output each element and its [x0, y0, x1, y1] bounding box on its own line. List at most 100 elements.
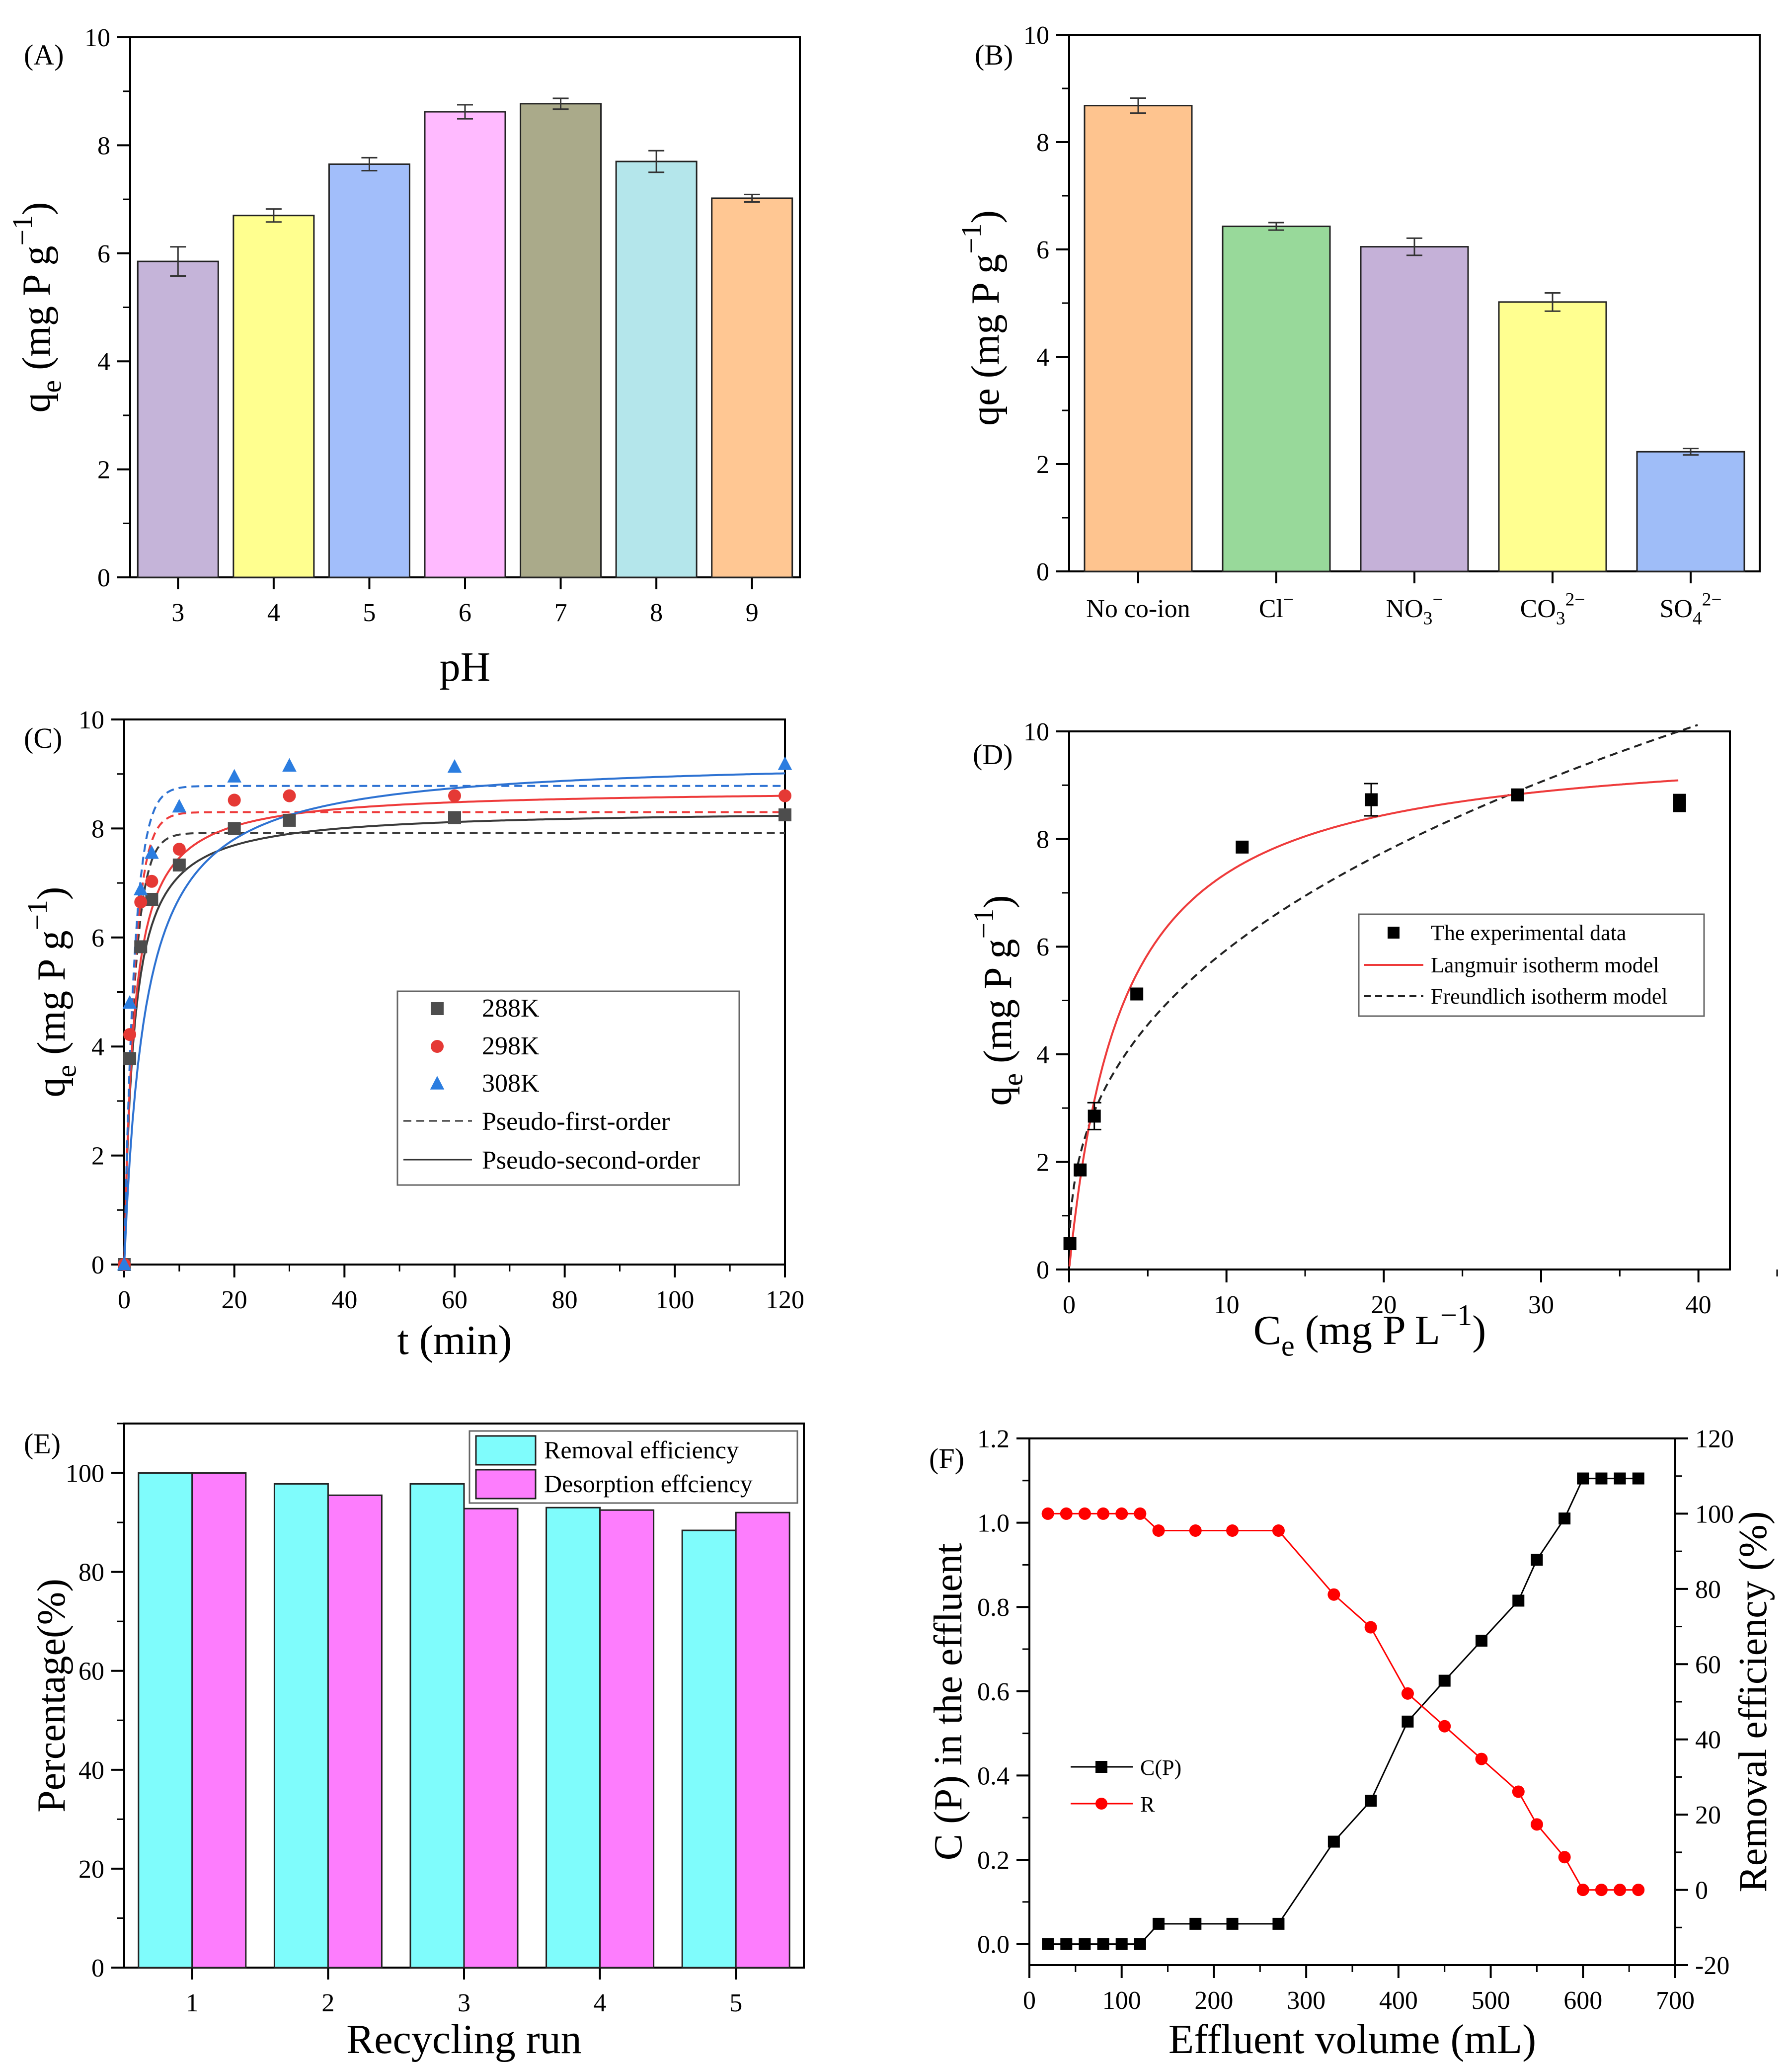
legend-marker: [1095, 1798, 1107, 1810]
y-tick-label: 4: [1036, 343, 1049, 372]
y-tick-label: 0: [91, 1954, 104, 1983]
x-tick-label: 4: [267, 599, 280, 627]
y-right-tick-label: 0: [1695, 1877, 1708, 1905]
x-axis-label-part: C: [1253, 1307, 1281, 1353]
r-point: [1134, 1507, 1147, 1520]
bar: [328, 163, 410, 578]
data-point: [778, 756, 792, 770]
r-point: [1438, 1720, 1451, 1733]
bar: [1084, 105, 1193, 572]
panel-a: (A) 0 2 4 6 8 10 3 4 5 6 7 8 9 pH qe​ (mg P g−1​): [7, 24, 801, 690]
y-tick-label: 10: [1023, 21, 1049, 50]
cp-point: [1595, 1472, 1608, 1485]
cp-point: [1558, 1512, 1571, 1525]
r-point: [1041, 1507, 1054, 1520]
r-line: [1048, 1512, 1638, 1891]
y-tick-label: 2: [1036, 1148, 1049, 1177]
x-tick-label: 200: [1194, 1986, 1233, 2015]
bar: [711, 197, 793, 578]
panel-label: (E): [24, 1428, 61, 1460]
r-point: [1272, 1524, 1285, 1537]
x-tick-label-part: −: [1283, 590, 1294, 610]
y-axis-label: qe (mg P g−1​): [956, 210, 1008, 426]
x-tick-label: 9: [746, 599, 759, 627]
data-point: [448, 789, 461, 802]
data-point: [122, 995, 137, 1009]
x-tick-label: Cl−​: [1259, 590, 1294, 623]
legend-marker: [430, 1076, 445, 1090]
bar-removal: [273, 1483, 329, 1969]
legend-label: Pseudo-second-order: [482, 1146, 700, 1175]
legend-label: C(P): [1140, 1755, 1181, 1780]
cp-point: [1134, 1938, 1146, 1950]
x-tick-label-part: SO: [1659, 595, 1692, 623]
x-tick-label: 80: [552, 1286, 578, 1314]
cp-line: [1048, 1478, 1638, 1945]
x-tick-label-part: NO: [1386, 595, 1423, 623]
legend-label: The experimental data: [1431, 921, 1626, 945]
data-point: [1130, 987, 1144, 1001]
data-point: [134, 895, 148, 909]
legend-marker: [431, 1002, 444, 1015]
legend-box: [396, 990, 740, 1186]
y-tick-label: 10: [1023, 718, 1049, 746]
langmuir-fit-line: [1068, 779, 1679, 1267]
data-point: [172, 858, 186, 872]
y-axis-label: qe​ (mg P g−1​): [968, 895, 1028, 1106]
bar: [137, 260, 219, 578]
bar-removal: [681, 1529, 737, 1969]
y-axis-label-part: −1: [7, 215, 38, 245]
y-tick-label: 0: [97, 564, 110, 592]
y-right-tick-label: 80: [1695, 1576, 1721, 1604]
bar: [1636, 451, 1745, 572]
bar-removal: [545, 1507, 601, 1969]
legend: Removal efficiency Desorption effciency: [468, 1430, 798, 1504]
legend-label: 288K: [482, 994, 540, 1023]
r-point: [1401, 1687, 1414, 1700]
panel-label: (D): [973, 738, 1013, 771]
data-point: [1673, 793, 1686, 807]
y-tick-label: 0: [1036, 1256, 1049, 1284]
x-tick-label: 8: [650, 599, 663, 627]
legend-label: 298K: [482, 1032, 540, 1060]
x-tick-label-part: 3: [1423, 609, 1433, 629]
x-tick-label: 100: [655, 1286, 694, 1314]
y-axis-label-part: −1: [956, 224, 987, 254]
r-point: [1060, 1507, 1073, 1520]
bar: [1498, 301, 1607, 572]
y-tick-label: 8: [97, 132, 110, 160]
x-tick-label: 6: [459, 599, 471, 627]
cp-point: [1476, 1635, 1487, 1647]
x-tick-label: 3: [458, 1989, 470, 2017]
y-axis-label-part: ): [15, 202, 59, 216]
bar: [520, 103, 602, 578]
r-point: [1327, 1588, 1340, 1601]
y-tick-label: 100: [66, 1460, 104, 1488]
y-tick-label: 4: [91, 1033, 104, 1061]
r-point: [1152, 1524, 1165, 1537]
panel-f: (F) 0.0 0.2 0.4 0.6 0.8 1.0 1.2 -20 0 20 40 60 80 100 1…: [927, 1425, 1775, 2063]
cp-point: [1060, 1938, 1073, 1950]
y-tick-label: 0: [1036, 558, 1049, 586]
data-point: [1236, 840, 1249, 854]
r-point: [1078, 1507, 1091, 1520]
x-tick-label: 7: [554, 599, 567, 627]
cp-point: [1189, 1917, 1202, 1930]
y-left-tick-label: 0.8: [977, 1593, 1010, 1622]
y-tick-label: 20: [78, 1855, 104, 1884]
y-tick-label: 80: [78, 1559, 104, 1587]
legend-label: R: [1140, 1792, 1155, 1817]
cp-point: [1632, 1472, 1644, 1485]
data-point: [1365, 793, 1378, 806]
y-axis-label-part: e: [36, 380, 67, 393]
x-tick-label: 120: [766, 1286, 804, 1314]
panel-label: (C): [24, 722, 62, 754]
x-axis-label: pH: [440, 644, 491, 690]
y-left-tick-label: 0.4: [977, 1762, 1010, 1790]
data-point: [172, 843, 186, 856]
y-left-axis-label: C (P) in the effluent: [927, 1543, 970, 1860]
legend-swatch: [475, 1435, 537, 1466]
r-point: [1097, 1507, 1110, 1520]
r-point: [1614, 1884, 1627, 1897]
